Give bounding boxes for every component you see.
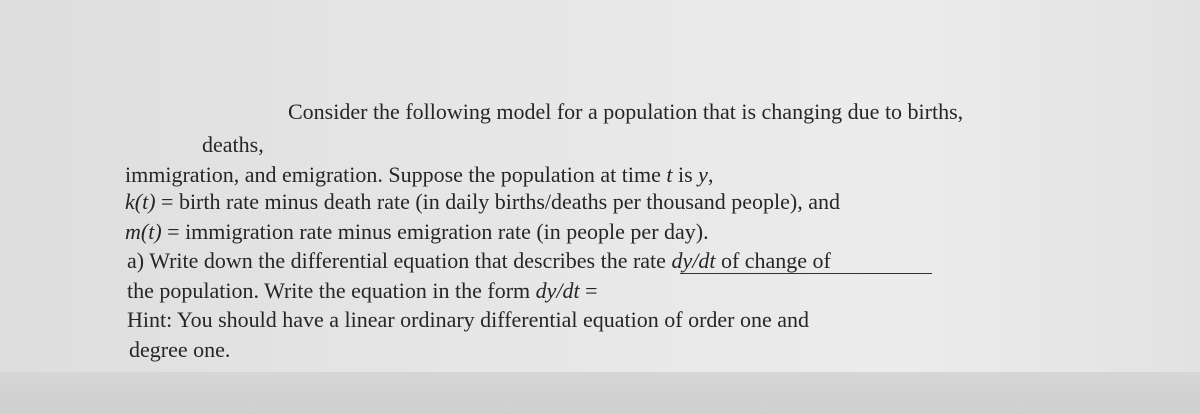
text-line: the population. Write the equation in th… — [105, 252, 598, 330]
text-line: k(t) = birth rate minus death rate (in d… — [103, 163, 840, 241]
math: dy/dt — [671, 248, 716, 273]
text-line: degree one. — [107, 311, 230, 389]
math: t — [666, 162, 673, 187]
text: immigration, and emigration. Suppose the… — [125, 162, 667, 187]
math: y — [698, 162, 708, 187]
math: k(t) — [125, 189, 156, 214]
math: m(t) — [125, 219, 162, 244]
math: dy/dt — [535, 278, 580, 303]
text: degree one. — [129, 337, 231, 362]
text: is — [672, 162, 699, 187]
text: of change of — [715, 248, 831, 273]
text-line: deaths, — [180, 106, 264, 184]
text-line: a) Write down the differential equation … — [105, 222, 831, 300]
text: a) Write down the differential equation … — [127, 248, 672, 273]
text-line: Hint: You should have a linear ordinary … — [105, 281, 809, 359]
text: Hint: You should have a linear ordinary … — [127, 307, 810, 332]
text: , — [707, 162, 714, 187]
background-edge — [0, 372, 1200, 414]
text: deaths, — [202, 132, 264, 157]
text: = immigration rate minus emigration rate… — [161, 219, 709, 244]
text: = — [579, 278, 598, 303]
text-line: m(t) = immigration rate minus emigration… — [103, 193, 709, 271]
text: the population. Write the equation in th… — [127, 278, 536, 303]
text: Consider the following model for a popul… — [288, 99, 964, 124]
text-line: Consider the following model for a popul… — [266, 73, 963, 151]
text: = birth rate minus death rate (in daily … — [155, 189, 840, 214]
answer-blank — [680, 273, 932, 274]
text-line: immigration, and emigration. Suppose the… — [103, 136, 713, 214]
